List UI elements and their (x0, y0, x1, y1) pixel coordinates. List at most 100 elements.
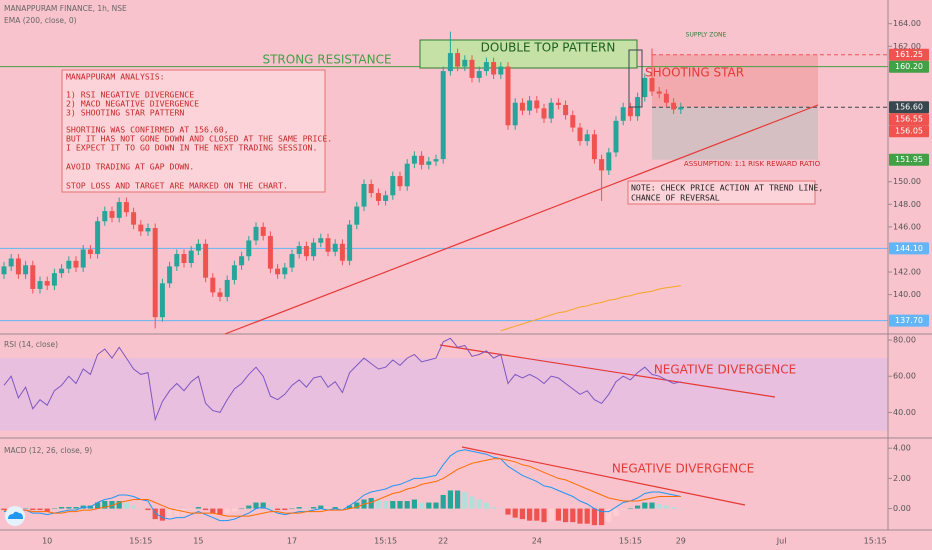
ema-legend: EMA (200, close, 0) (4, 16, 77, 25)
candle-body (627, 107, 633, 117)
histogram-bar (275, 508, 281, 511)
candle-body (296, 246, 302, 254)
histogram-bar (210, 508, 216, 514)
price-label-box (889, 101, 929, 114)
candle-body (231, 265, 237, 280)
candle-body (203, 243, 209, 278)
candle-body (555, 102, 561, 105)
candle-body (383, 195, 389, 201)
y-tick-label: 148.00 (893, 200, 921, 209)
candle-body (1, 266, 7, 275)
price-label: 151.95 (895, 155, 923, 164)
histogram-bar (347, 505, 353, 509)
candle-body (325, 238, 331, 252)
histogram-bar (404, 501, 410, 509)
x-tick-label: 29 (676, 537, 686, 546)
x-tick-label: 15:15 (129, 537, 152, 546)
y-tick-label: 150.00 (893, 177, 921, 186)
candle-body (210, 277, 216, 293)
histogram-bar (318, 505, 324, 509)
candle-body (80, 249, 86, 268)
candle-body (102, 211, 108, 222)
histogram-bar (354, 502, 360, 509)
candle-body (282, 267, 288, 275)
histogram-bar (282, 508, 288, 511)
candle-body (188, 250, 194, 264)
histogram-bar (390, 501, 396, 509)
price-label-box (889, 60, 929, 73)
analysis-text: MANAPPURAM ANALYSIS: 1) RSI NEGATIVE DIV… (66, 72, 332, 191)
candle-body (411, 155, 417, 164)
candle-body (318, 238, 324, 243)
histogram-bar (620, 508, 626, 511)
candle-body (239, 256, 245, 266)
price-label: 137.70 (895, 316, 923, 325)
histogram-bar (109, 501, 115, 509)
analysis-line: MANAPPURAM ANALYSIS: (66, 72, 165, 82)
candle-body (390, 176, 396, 196)
histogram-bar (512, 508, 518, 518)
candle-body (534, 100, 540, 109)
rsi-line (3, 337, 681, 422)
candle-body (426, 161, 432, 165)
analysis-line: 2) MACD NEGATIVE DIVERGENCE (66, 99, 199, 109)
x-tick-label: 15:15 (619, 537, 642, 546)
candle-body (138, 224, 144, 232)
candle-body (23, 265, 29, 275)
candle-body (260, 226, 266, 236)
histogram-bar (519, 508, 525, 520)
histogram-bar (289, 508, 295, 510)
histogram-bar (253, 502, 259, 509)
x-tick-label: 15 (193, 537, 203, 546)
x-tick-label: 22 (438, 537, 448, 546)
price-label-box (889, 314, 929, 327)
price-label: 161.25 (895, 50, 923, 59)
histogram-bar (174, 508, 180, 517)
y-tick-label: 164.00 (893, 19, 921, 28)
histogram-bar (30, 508, 36, 511)
candle-body (87, 249, 93, 254)
histogram-bar (375, 499, 381, 509)
y-tick-label: 140.00 (893, 290, 921, 299)
y-tick-label: 60.00 (893, 372, 916, 381)
candle-body (663, 93, 669, 103)
rsi-divergence-line (439, 344, 776, 398)
candle-body (656, 91, 662, 94)
analysis-box (61, 69, 326, 193)
histogram-bar (267, 507, 273, 509)
analysis-line: STOP LOSS AND TARGET ARE MARKED ON THE C… (66, 181, 288, 191)
y-tick-label: 162.00 (893, 42, 921, 51)
candle-body (678, 107, 684, 110)
histogram-bar (224, 508, 230, 514)
price-label-box (889, 153, 929, 166)
analysis-line: I EXPECT IT TO GO DOWN IN THE NEXT TRADI… (66, 143, 317, 153)
candle-body (73, 260, 79, 268)
histogram-bar (239, 508, 245, 510)
histogram-bar (325, 508, 331, 510)
histogram-bar (627, 508, 633, 510)
candle-body (332, 243, 338, 252)
analysis-line: BUT IT HAS NOT GONE DOWN AND CLOSED AT T… (66, 134, 332, 144)
candle-body (361, 183, 367, 207)
candle-body (181, 253, 187, 264)
histogram-bar (426, 502, 432, 509)
histogram-bar (671, 507, 677, 509)
candle-body (577, 127, 583, 142)
histogram-bar (123, 502, 129, 509)
histogram-bar (138, 508, 144, 510)
y-tick-label: 40.00 (893, 408, 916, 417)
x-tick-label: 24 (532, 537, 542, 546)
macd-divergence-line (461, 446, 746, 506)
candle-body (613, 120, 619, 153)
histogram-bar (613, 508, 619, 517)
histogram-bar (311, 507, 317, 509)
ema-line (500, 285, 681, 332)
histogram-bar (203, 508, 209, 511)
y-tick-label: 2.00 (893, 474, 911, 483)
histogram-bar (383, 501, 389, 509)
histogram-bar (599, 508, 605, 526)
histogram-bar (563, 508, 569, 523)
candle-body (671, 102, 677, 110)
x-tick-label: 17 (287, 537, 297, 546)
